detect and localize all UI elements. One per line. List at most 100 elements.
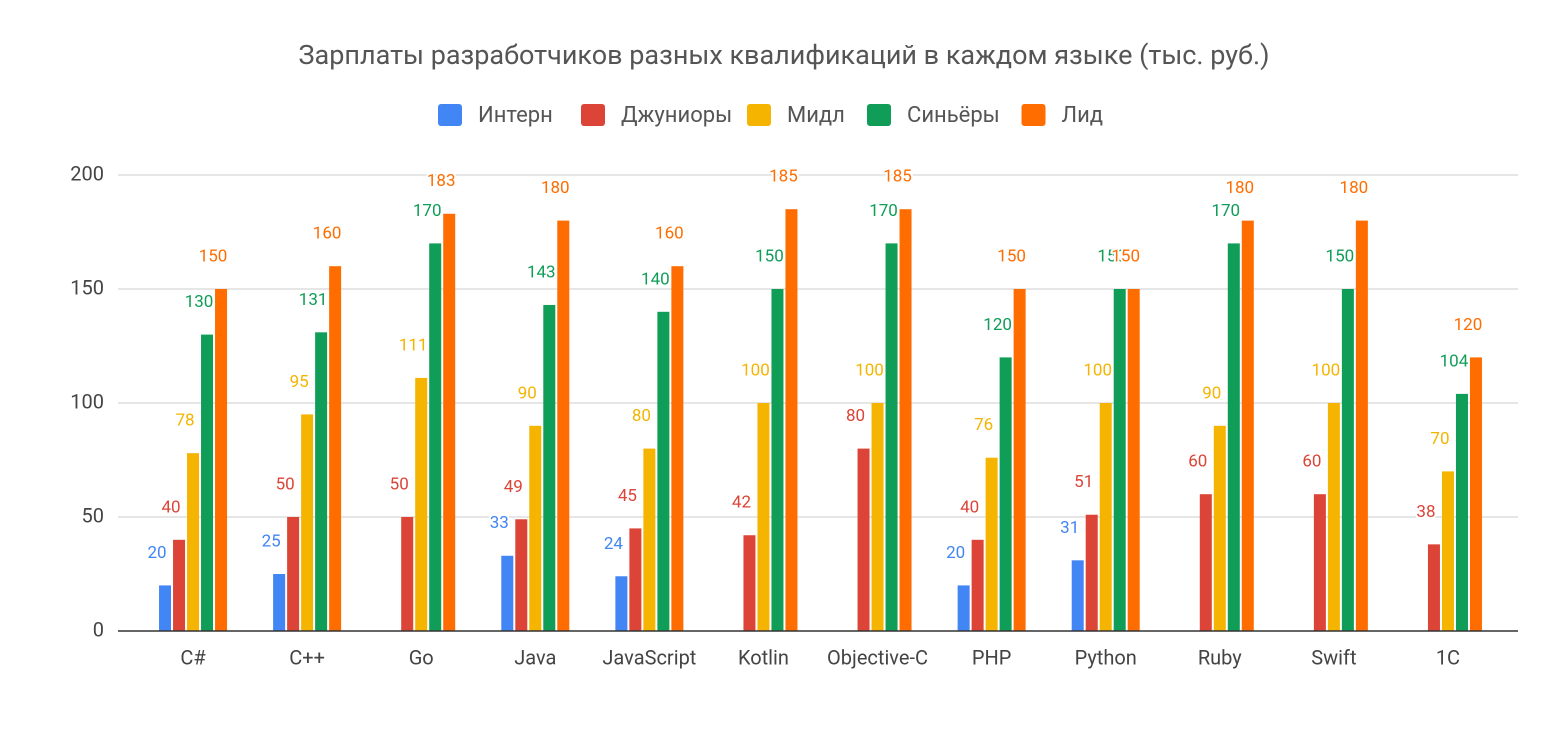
legend-label: Мидл bbox=[787, 103, 845, 128]
data-label: 170 bbox=[413, 201, 442, 221]
bar bbox=[301, 414, 314, 631]
data-label: 70 bbox=[1430, 429, 1449, 449]
legend-label: Джуниоры bbox=[621, 103, 732, 128]
data-label: 51 bbox=[1074, 472, 1093, 492]
bar bbox=[173, 539, 186, 631]
data-label: 49 bbox=[504, 477, 523, 497]
bar bbox=[957, 585, 970, 631]
data-label: 90 bbox=[518, 383, 537, 403]
bar bbox=[287, 517, 300, 631]
data-label: 160 bbox=[655, 224, 684, 244]
x-tick-label: Objective-C bbox=[827, 645, 928, 669]
bar bbox=[1455, 393, 1468, 631]
data-label: 183 bbox=[427, 171, 456, 191]
bar bbox=[201, 334, 214, 631]
bar bbox=[215, 289, 228, 631]
data-label: 20 bbox=[946, 543, 965, 563]
data-label: 45 bbox=[618, 486, 637, 506]
bar bbox=[1427, 544, 1440, 631]
data-label: 100 bbox=[741, 360, 770, 380]
bar bbox=[501, 555, 514, 631]
data-label: 150 bbox=[997, 246, 1026, 266]
data-label: 150 bbox=[755, 246, 784, 266]
bar bbox=[315, 332, 328, 631]
bar bbox=[187, 453, 200, 631]
bar bbox=[1441, 471, 1454, 631]
data-label: 31 bbox=[1060, 518, 1079, 538]
data-label: 40 bbox=[960, 497, 979, 517]
data-label: 50 bbox=[276, 474, 295, 494]
data-label: 180 bbox=[1340, 178, 1369, 198]
data-label: 185 bbox=[769, 167, 798, 187]
bar bbox=[871, 403, 884, 631]
data-label: 100 bbox=[1312, 360, 1341, 380]
data-label: 143 bbox=[527, 262, 556, 282]
bar bbox=[671, 266, 684, 631]
bar bbox=[743, 535, 756, 631]
bar bbox=[1241, 220, 1254, 631]
data-label: 33 bbox=[490, 513, 509, 533]
bar bbox=[885, 243, 898, 631]
bar bbox=[857, 448, 870, 631]
bar bbox=[515, 519, 528, 631]
bar bbox=[1327, 403, 1340, 631]
data-label: 180 bbox=[1225, 178, 1254, 198]
y-tick-label: 100 bbox=[70, 389, 104, 413]
data-label: 160 bbox=[313, 224, 342, 244]
data-label: 185 bbox=[883, 167, 912, 187]
y-tick-label: 150 bbox=[70, 275, 104, 299]
data-label: 60 bbox=[1302, 452, 1321, 472]
data-label: 170 bbox=[869, 201, 898, 221]
bar bbox=[1341, 289, 1354, 631]
bar bbox=[1313, 494, 1326, 631]
bar bbox=[557, 220, 570, 631]
data-label: 95 bbox=[290, 372, 309, 392]
data-label: 76 bbox=[974, 415, 993, 435]
data-label: 150 bbox=[1097, 246, 1126, 266]
data-label: 80 bbox=[632, 406, 651, 426]
data-label: 42 bbox=[732, 493, 751, 513]
bar bbox=[971, 539, 984, 631]
data-label: 111 bbox=[399, 335, 428, 355]
data-label: 25 bbox=[262, 531, 281, 551]
legend-swatch bbox=[438, 104, 462, 126]
data-label: 170 bbox=[1211, 201, 1240, 221]
data-label: 120 bbox=[1454, 315, 1483, 335]
bar bbox=[899, 209, 912, 631]
data-label: 104 bbox=[1440, 351, 1469, 371]
bar bbox=[273, 574, 286, 631]
x-tick-label: Swift bbox=[1311, 645, 1356, 669]
bar bbox=[1469, 357, 1482, 631]
data-label: 20 bbox=[147, 543, 166, 563]
bar bbox=[543, 304, 556, 631]
x-tick-label: JavaScript bbox=[602, 645, 696, 669]
x-tick-label: C# bbox=[180, 645, 206, 669]
data-label: 100 bbox=[1083, 360, 1112, 380]
data-label: 38 bbox=[1416, 502, 1435, 522]
bar bbox=[643, 448, 656, 631]
y-tick-label: 50 bbox=[82, 503, 104, 527]
legend-swatch bbox=[581, 104, 605, 126]
data-label: 140 bbox=[641, 269, 670, 289]
data-label: 80 bbox=[846, 406, 865, 426]
legend-swatch bbox=[747, 104, 771, 126]
data-label: 40 bbox=[161, 497, 180, 517]
data-label: 150 bbox=[1111, 246, 1140, 266]
bar bbox=[159, 585, 172, 631]
x-tick-label: 1C bbox=[1436, 645, 1460, 669]
bar bbox=[429, 243, 442, 631]
data-label: 150 bbox=[1326, 246, 1355, 266]
bar bbox=[415, 377, 428, 631]
data-label: 100 bbox=[855, 360, 884, 380]
data-label: 120 bbox=[983, 315, 1012, 335]
legend-label: Синьёры bbox=[907, 103, 1000, 128]
bar bbox=[1213, 425, 1226, 631]
x-tick-label: Ruby bbox=[1198, 645, 1242, 669]
bar bbox=[401, 517, 414, 631]
bar bbox=[1355, 220, 1368, 631]
bar bbox=[1113, 289, 1126, 631]
chart-title: Зарплаты разработчиков разных квалификац… bbox=[299, 39, 1270, 71]
bar bbox=[1099, 403, 1112, 631]
bar bbox=[657, 311, 670, 631]
